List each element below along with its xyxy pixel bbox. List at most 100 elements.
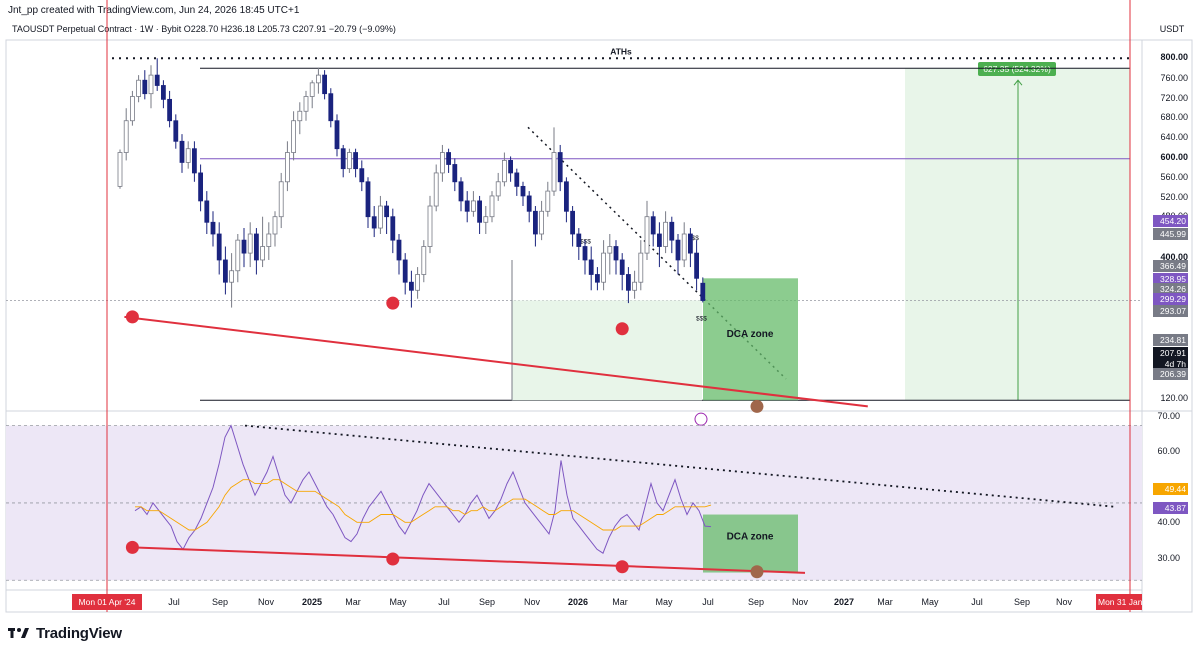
candle-body (142, 79, 148, 95)
time-tick-label: Jul (971, 597, 983, 607)
candle-body (216, 233, 222, 261)
price-tick-label: 800.00 (1160, 52, 1188, 62)
candle-body (619, 259, 625, 275)
target-arrow-head (1013, 79, 1023, 86)
candle (266, 222, 272, 260)
candle-body (675, 239, 681, 261)
price-label-box (1153, 358, 1188, 370)
liquidity-mark: $$$ (688, 235, 699, 242)
price-label: 293.07 (1160, 306, 1186, 316)
rsi-ma-line (135, 479, 712, 531)
candle-body (260, 246, 266, 261)
candle-body (377, 205, 383, 229)
candle (148, 65, 154, 109)
candle (675, 233, 681, 275)
candle-body (632, 281, 637, 291)
candle-body (595, 274, 600, 283)
candle (167, 90, 173, 128)
candle-body (284, 152, 290, 183)
candle (557, 144, 563, 192)
candle-body (303, 96, 309, 112)
candle-body (359, 168, 365, 183)
candle (545, 181, 551, 217)
price-pane[interactable]: 627.35 (524.32%) ATHs DCA zone $$$ $$$ $$$ (6, 46, 1142, 426)
candle-body (520, 185, 526, 197)
candle-body (613, 246, 619, 261)
candle-body (353, 152, 359, 170)
axes: 800.00 760.00 720.00 680.00 640.00 600.00 560.… (72, 0, 1188, 612)
candle (663, 211, 668, 254)
candle (198, 164, 204, 212)
price-tick-label: 600.00 (1160, 152, 1188, 162)
candle-body (315, 74, 321, 84)
candle-body (601, 252, 606, 283)
candle-body (557, 152, 563, 183)
candle-body (179, 140, 185, 163)
candle (253, 228, 259, 275)
candle (284, 141, 290, 192)
candle (340, 144, 346, 178)
candle (489, 191, 495, 223)
time-tick-label: May (389, 597, 407, 607)
support-touch-point (125, 310, 139, 324)
candle-body (396, 239, 402, 261)
candle (508, 156, 514, 182)
candle (322, 70, 328, 100)
target-label: 627.35 (524.32%) (983, 64, 1051, 74)
time-tick-label: Nov (524, 597, 541, 607)
currency-button[interactable]: USDT (1160, 24, 1185, 34)
candle (607, 233, 613, 275)
candle-body (247, 233, 253, 254)
candle (402, 253, 408, 295)
candle (235, 233, 241, 283)
rsi-value-label: 49.44 (1165, 484, 1187, 494)
chart-frame (5, 39, 1193, 613)
price-tick-label: 560.00 (1160, 172, 1188, 182)
symbol-info: TAOUSDT Perpetual Contract · 1W · Bybit … (12, 24, 396, 34)
candle (390, 208, 396, 254)
candle-body (210, 221, 216, 235)
candle (601, 240, 606, 291)
candle-body (365, 181, 371, 218)
range-start-label: Mon 01 Apr '24 (79, 597, 136, 607)
price-label: 207.91 (1160, 348, 1186, 358)
support-touch-point (615, 322, 629, 336)
candle (160, 80, 166, 109)
rsi-tick-label: 30.00 (1157, 553, 1180, 563)
candle (129, 90, 135, 126)
candle (229, 253, 235, 308)
rsi-tick-label: 60.00 (1157, 446, 1180, 456)
candle-body (650, 216, 656, 235)
candle-body (607, 246, 613, 254)
candle-body (384, 205, 390, 218)
price-tick-label: 400.00 (1160, 252, 1188, 262)
candle (657, 222, 662, 268)
candle-body (421, 246, 427, 275)
candle-body (576, 233, 582, 247)
candle (526, 191, 532, 223)
candle-body (427, 205, 433, 247)
candle (359, 160, 365, 192)
candle (179, 134, 185, 173)
range-end-box (1096, 594, 1142, 610)
candle-body (657, 233, 662, 247)
candle-body (446, 152, 452, 165)
candle (464, 191, 470, 223)
rsi-support-touch-point (750, 565, 764, 579)
price-tick-label: 680.00 (1160, 112, 1188, 122)
candle-body (508, 160, 514, 174)
candle (334, 114, 340, 157)
candle (626, 267, 631, 304)
candle (669, 216, 675, 254)
candle (365, 177, 371, 229)
candle (260, 216, 266, 268)
candle (452, 158, 458, 192)
candle-body (198, 172, 204, 202)
time-tick-label: May (921, 597, 939, 607)
candle (570, 206, 575, 247)
rsi-pane[interactable]: DCA zone (6, 424, 1142, 581)
candle (291, 111, 297, 161)
price-label-box (1153, 260, 1188, 272)
support-trendline (124, 315, 868, 408)
